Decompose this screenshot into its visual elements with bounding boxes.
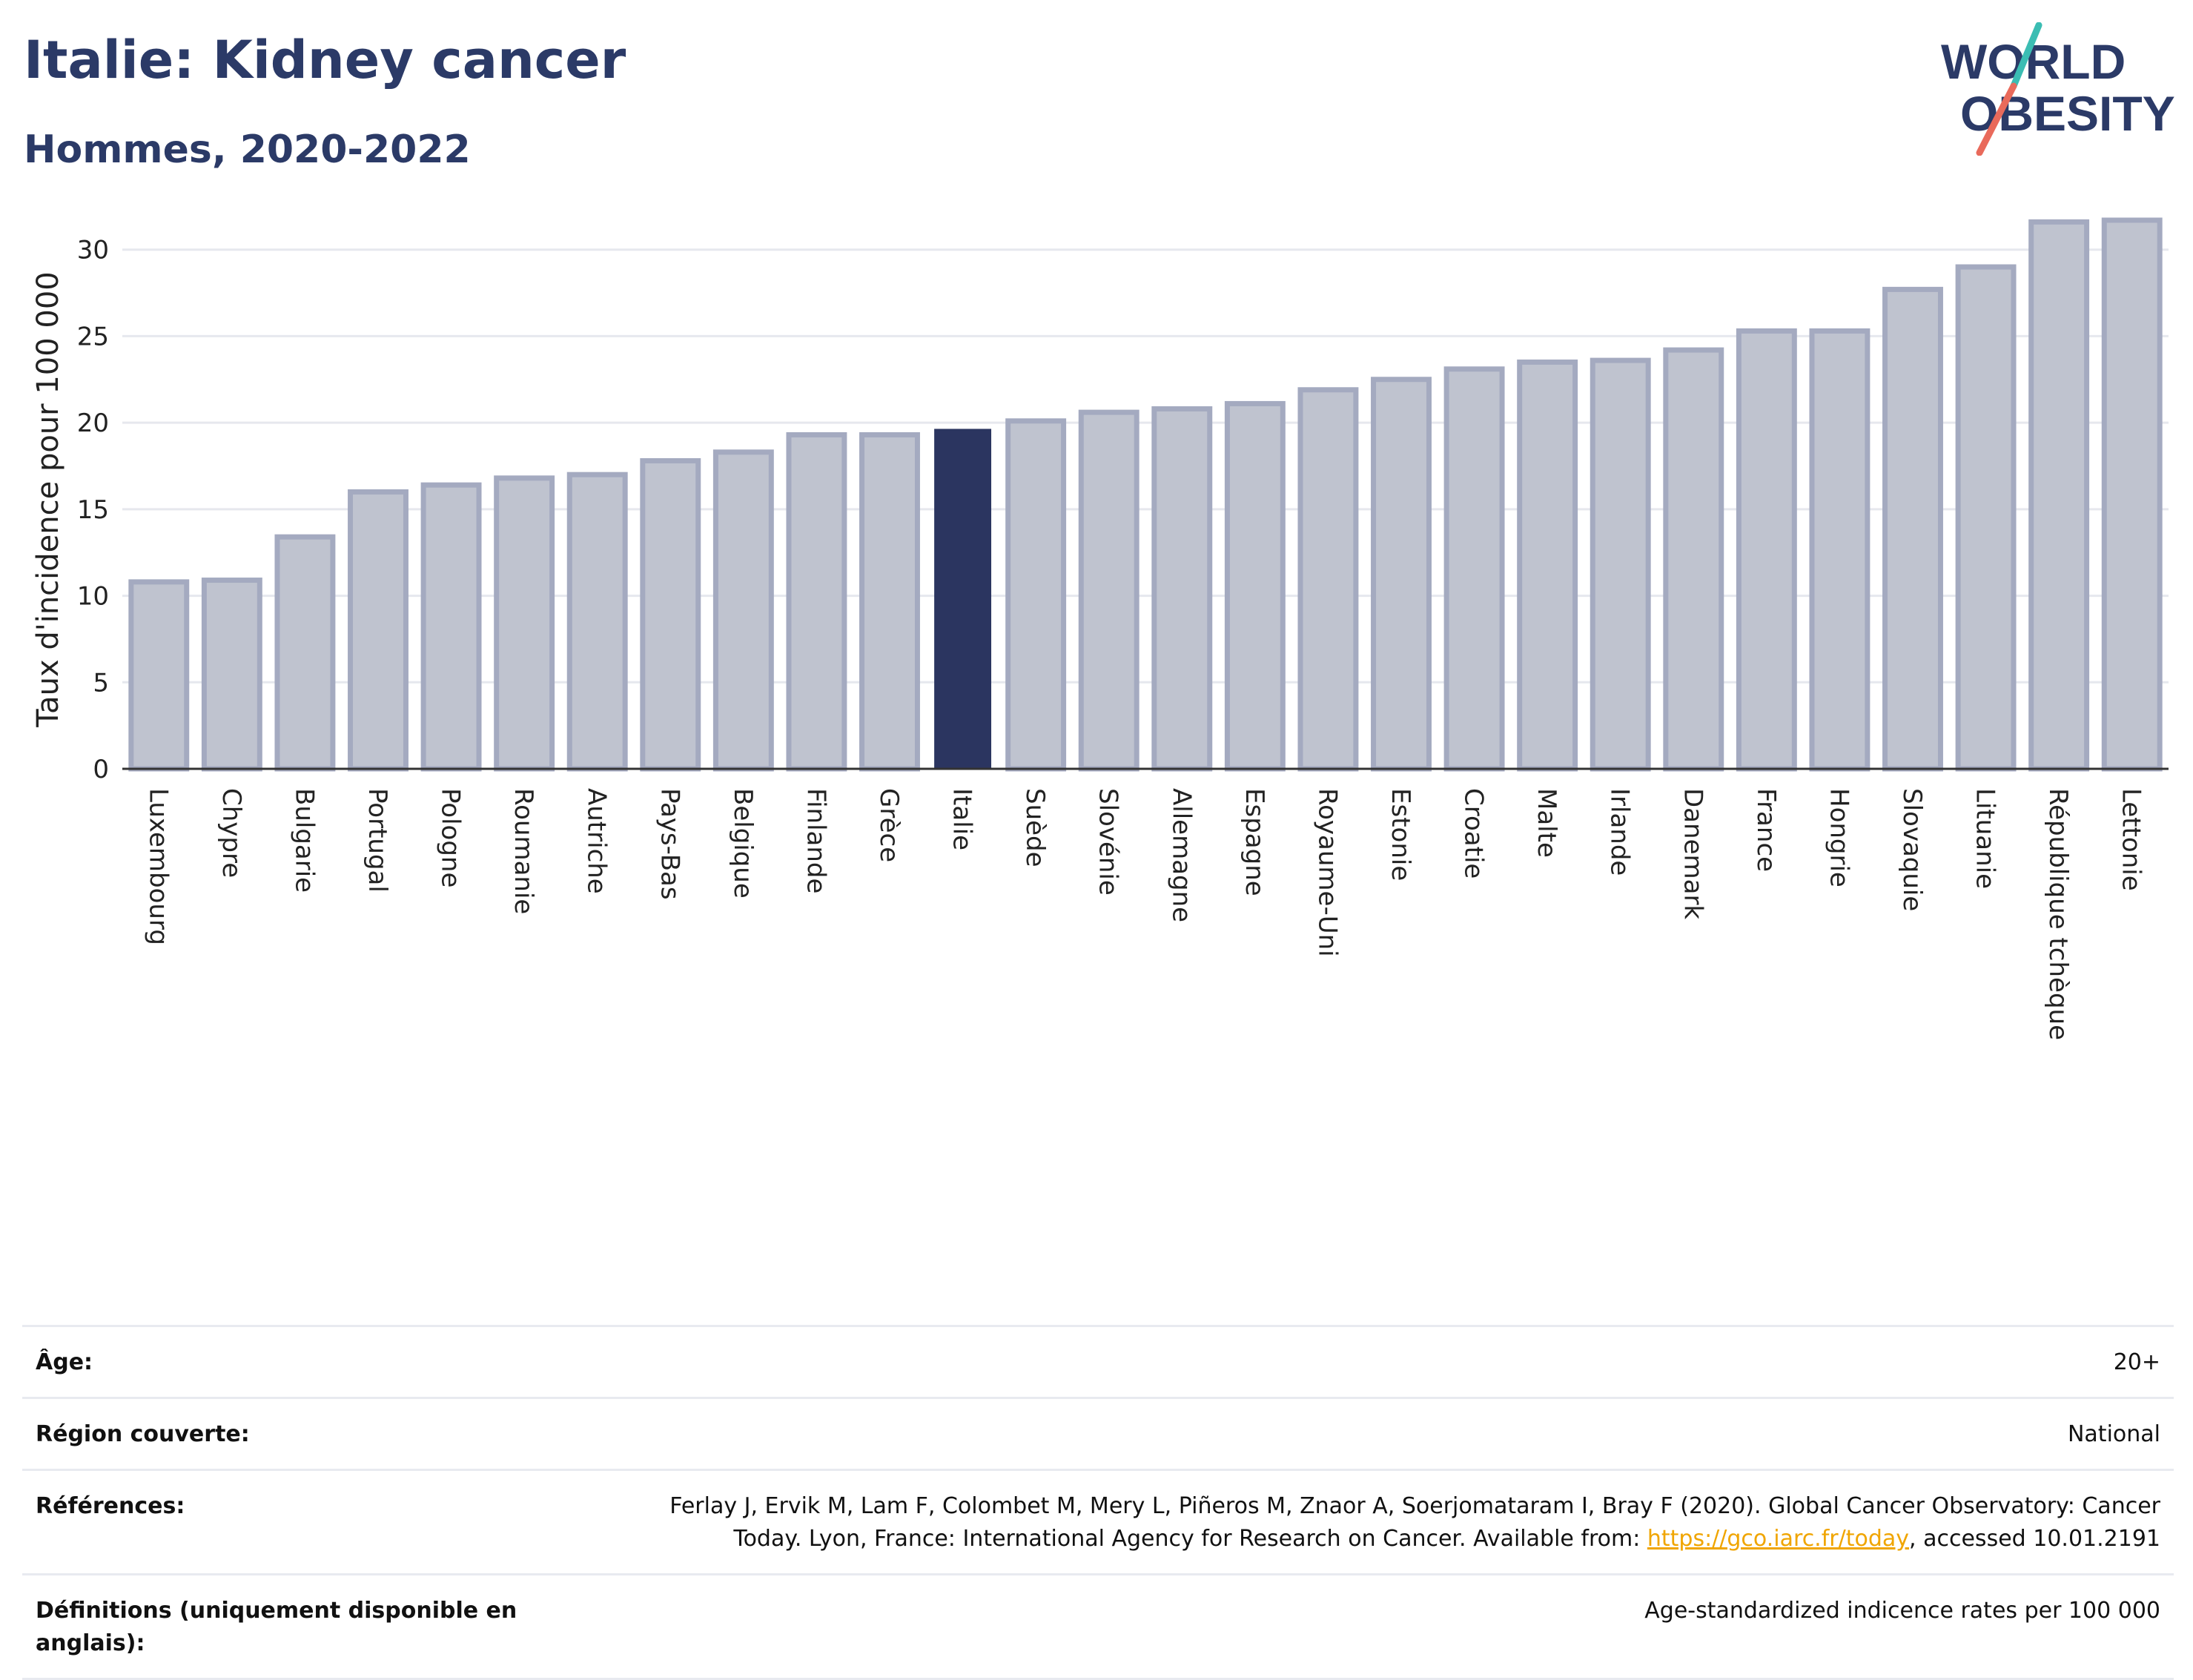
y-tick-label: 10 (77, 582, 109, 612)
x-tick-label: Pays-Bas (655, 788, 684, 900)
x-tick-label: Irlande (1605, 788, 1635, 876)
info-value-region: National (2067, 1421, 2160, 1447)
bar (1224, 400, 1286, 772)
bar (1517, 359, 1578, 772)
y-axis-title: Taux d'incidence pour 100 000 (31, 271, 65, 727)
x-tick-label: Hongrie (1824, 788, 1853, 887)
bar (1663, 347, 1724, 772)
y-tick-label: 20 (77, 409, 109, 438)
info-label-definitions: Définitions (uniquement disponible en an… (36, 1598, 517, 1656)
info-row-age: Âge: 20+ (22, 1325, 2174, 1397)
x-tick-label: Belgique (728, 788, 758, 899)
chart-title: Italie: Kidney cancer (24, 30, 626, 90)
bar-chart: 0 5 10 15 20 25 30 Taux d'incidence pour 100 00… (31, 217, 2169, 1040)
bar-highlighted (934, 429, 992, 770)
x-tick-label: Allemagne (1166, 788, 1196, 922)
x-tick-label: Royaume-Uni (1312, 788, 1342, 957)
info-value-definitions: Age-standardized indicence rates per 100… (1644, 1598, 2160, 1624)
x-tick-label: Finlande (801, 788, 830, 893)
bar (1882, 286, 1943, 772)
y-tick-label: 0 (93, 755, 109, 784)
bar (1297, 387, 1359, 772)
x-tick-label: Italie (947, 788, 977, 850)
x-tick-label: Pologne (436, 788, 466, 887)
bar (348, 489, 408, 772)
chart-subtitle: Hommes, 2020-2022 (24, 128, 471, 172)
info-label-references: Références: (36, 1493, 185, 1519)
bar (1736, 328, 1797, 772)
bar (1590, 357, 1651, 772)
bar (640, 457, 701, 772)
bar (712, 449, 774, 772)
bar (1443, 366, 1505, 772)
bar (201, 578, 262, 772)
bar (1955, 264, 2017, 772)
references-accessed: , accessed 10.01.2191 (1909, 1526, 2160, 1552)
x-tick-label: Lituanie (1971, 788, 2000, 889)
bar (786, 431, 847, 772)
info-row-region: Région couverte: National (22, 1397, 2174, 1469)
y-tick-label: 15 (77, 495, 109, 525)
info-label-age: Âge: (36, 1349, 93, 1375)
x-tick-label: Autriche (582, 788, 612, 894)
bar (1078, 409, 1140, 772)
x-tick-label: Portugal (363, 788, 392, 893)
info-row-references: Références: Ferlay J, Ervik M, Lam F, Co… (22, 1469, 2174, 1573)
x-tick-label: Danemark (1678, 788, 1707, 919)
x-tick-label: Slovénie (1094, 788, 1123, 896)
x-tick-label: Espagne (1240, 788, 1269, 896)
bar (1371, 377, 1432, 772)
y-tick-label: 25 (77, 322, 109, 351)
x-tick-label: Roumanie (509, 788, 538, 914)
info-value-references: Ferlay J, Ervik M, Lam F, Colombet M, Me… (603, 1490, 2160, 1555)
x-tick-label: Estonie (1386, 788, 1415, 881)
bar (1151, 406, 1213, 772)
logo-slash-coral (1976, 82, 2017, 156)
x-tick-label: Slovaquie (1897, 788, 1927, 911)
info-row-definitions: Définitions (uniquement disponible en an… (22, 1573, 2174, 1680)
x-tick-label: France (1751, 788, 1781, 872)
y-tick-label: 30 (77, 236, 109, 265)
bar (420, 482, 482, 772)
bar (859, 431, 920, 772)
x-tick-label: République tchèque (2043, 788, 2073, 1040)
x-tick-label: Luxembourg (143, 788, 173, 945)
x-tick-label: Lettonie (2117, 788, 2146, 891)
bar (494, 475, 555, 772)
x-tick-label: Croatie (1459, 788, 1489, 879)
x-tick-label: Bulgarie (289, 788, 319, 893)
references-text: Ferlay J, Ervik M, Lam F, Colombet M, Me… (669, 1493, 2160, 1552)
x-tick-label: Suède (1020, 788, 1050, 867)
bar (274, 534, 336, 772)
bar (1809, 328, 1870, 772)
x-tick-label: Chypre (216, 788, 246, 878)
bar (128, 579, 190, 772)
bar (2101, 217, 2163, 772)
info-label-region: Région couverte: (36, 1421, 250, 1447)
x-tick-label: Grèce (874, 788, 904, 862)
bar (2028, 219, 2090, 772)
world-obesity-logo: WORLD OBESITY (1941, 22, 2175, 156)
references-link[interactable]: https://gco.iarc.fr/today (1647, 1526, 1910, 1552)
bar (1005, 418, 1067, 772)
logo-slash-teal (2010, 22, 2042, 90)
x-tick-label: Malte (1532, 788, 1561, 858)
y-tick-label: 5 (93, 668, 109, 698)
info-value-age: 20+ (2113, 1349, 2160, 1375)
info-table: Âge: 20+ Région couverte: National Référ… (22, 1325, 2174, 1680)
bar (566, 472, 628, 772)
